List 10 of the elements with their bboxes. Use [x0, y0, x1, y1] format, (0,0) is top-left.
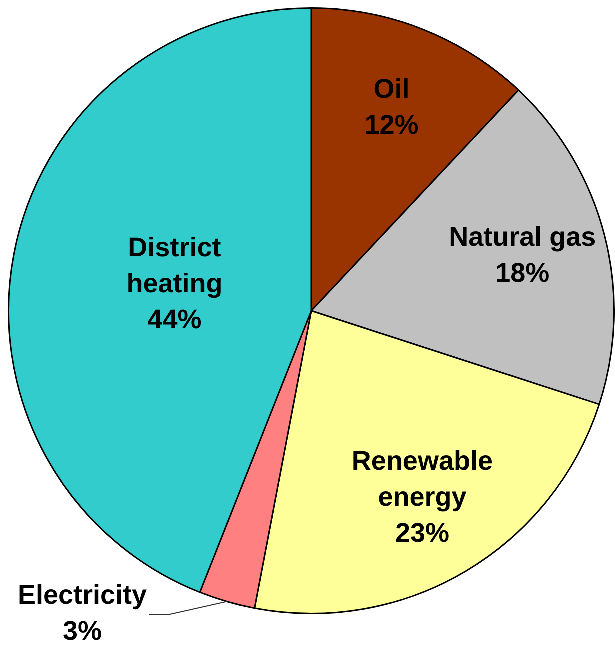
slice-label: Oil	[374, 74, 410, 104]
data-label: 44%	[148, 304, 202, 334]
data-label: 18%	[496, 258, 550, 288]
slice-label: Natural gas	[449, 222, 596, 252]
data-label: 12%	[364, 110, 419, 140]
slice-label: Renewable energy	[352, 446, 493, 512]
data-label: 23%	[395, 518, 450, 548]
slice-label: District heating	[126, 232, 223, 298]
data-label: 3%	[62, 616, 102, 646]
slice-label: Electricity	[18, 580, 148, 610]
